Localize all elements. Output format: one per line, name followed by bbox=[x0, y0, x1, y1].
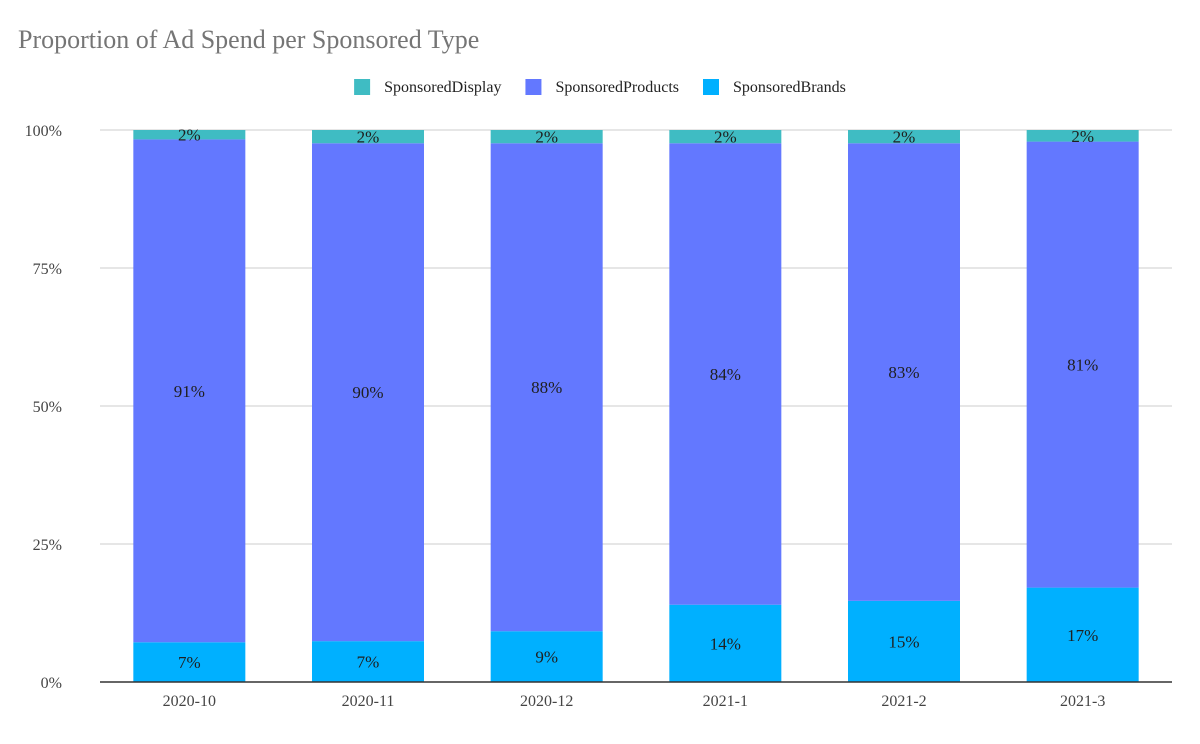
legend-swatch bbox=[525, 79, 542, 95]
bar-segment bbox=[669, 143, 782, 605]
bar-segment bbox=[312, 130, 424, 144]
x-tick-label: 2021-1 bbox=[703, 693, 748, 710]
x-tick-label: 2021-3 bbox=[1060, 693, 1105, 710]
data-label: 2% bbox=[178, 126, 201, 145]
x-tick-label: 2020-12 bbox=[520, 693, 573, 710]
y-tick-label: 100% bbox=[25, 123, 62, 140]
bar-segment bbox=[1026, 130, 1139, 142]
data-label: 2% bbox=[1071, 127, 1094, 146]
data-label: 2% bbox=[893, 128, 916, 147]
data-label: 7% bbox=[178, 653, 201, 672]
bar-segment bbox=[669, 604, 782, 682]
legend-swatch bbox=[703, 79, 719, 95]
bar-segment bbox=[490, 130, 603, 144]
bar-segment bbox=[669, 130, 782, 144]
data-label: 14% bbox=[710, 634, 741, 653]
data-label: 2% bbox=[535, 128, 558, 147]
chart-title: Proportion of Ad Spend per Sponsored Typ… bbox=[18, 25, 479, 54]
bars bbox=[133, 130, 1139, 682]
bar-segment bbox=[133, 130, 246, 140]
bar-segment bbox=[848, 600, 960, 682]
data-label: 17% bbox=[1067, 626, 1098, 645]
x-tick-label: 2021-2 bbox=[881, 693, 926, 710]
bar-segment bbox=[133, 139, 246, 643]
legend-label: SponsoredProducts bbox=[555, 79, 679, 96]
data-label: 88% bbox=[531, 378, 562, 397]
legend: SponsoredDisplay SponsoredProducts Sponsor… bbox=[354, 79, 846, 96]
data-label: 2% bbox=[357, 128, 380, 147]
bar-segment bbox=[490, 143, 603, 632]
legend-label: SponsoredBrands bbox=[733, 79, 846, 96]
bar-segment bbox=[1026, 587, 1139, 682]
data-label: 90% bbox=[352, 383, 383, 402]
bar-segment bbox=[312, 641, 424, 682]
y-tick-label: 25% bbox=[33, 537, 62, 554]
data-labels: 7% 91% 2% 7% 90% 2% 9% 88% 2% 14% 84% 2% 15% 83% 2% 17%… bbox=[174, 126, 1099, 672]
bar-segment bbox=[312, 143, 424, 642]
data-label: 15% bbox=[888, 632, 919, 651]
bar-segment bbox=[133, 642, 246, 682]
bar-segment bbox=[848, 143, 960, 601]
data-label: 9% bbox=[535, 648, 558, 667]
data-label: 7% bbox=[357, 653, 380, 672]
x-tick-label: 2020-11 bbox=[342, 693, 395, 710]
y-tick-label: 0% bbox=[41, 675, 62, 692]
legend-swatch bbox=[354, 79, 371, 95]
bar-segment bbox=[490, 631, 603, 682]
data-label: 2% bbox=[714, 128, 737, 147]
x-axis-ticks: 2020-10 2020-11 2020-12 2021-1 2021-2 2021-3 bbox=[163, 693, 1106, 710]
bar-segment bbox=[1026, 141, 1139, 588]
y-tick-label: 75% bbox=[33, 261, 62, 278]
x-tick-label: 2020-10 bbox=[163, 693, 216, 710]
y-tick-label: 50% bbox=[33, 399, 62, 416]
data-label: 81% bbox=[1067, 356, 1098, 375]
data-label: 84% bbox=[710, 365, 741, 384]
gridlines bbox=[100, 129, 1172, 545]
data-label: 83% bbox=[888, 363, 919, 382]
y-axis-ticks: 0% 25% 50% 75% 100% bbox=[25, 123, 62, 692]
legend-label: SponsoredDisplay bbox=[384, 79, 501, 96]
data-label: 91% bbox=[174, 382, 205, 401]
bar-segment bbox=[848, 130, 960, 144]
